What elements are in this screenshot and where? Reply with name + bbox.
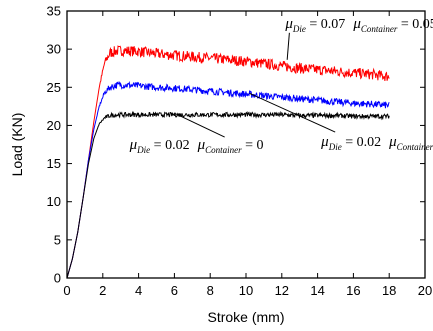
x-tick-label: 4 — [135, 283, 142, 298]
series-line-2 — [66, 80, 390, 279]
x-tick-label: 14 — [310, 283, 324, 298]
x-tick-label: 10 — [239, 283, 253, 298]
x-tick-label: 2 — [99, 283, 106, 298]
axis-layer: 0 2 4 6 8 10 12 14 16 18 20 0 5 10 15 20 25 30 35 — [47, 4, 433, 299]
y-tick-label: 25 — [47, 80, 61, 95]
x-axis-title: Stroke (mm) — [208, 309, 285, 325]
x-tick-label: 0 — [63, 283, 70, 298]
y-tick-label: 30 — [47, 42, 61, 57]
x-tick-label: 16 — [346, 283, 360, 298]
x-tick-label: 6 — [171, 283, 178, 298]
annotation-pointer — [249, 92, 336, 133]
series-layer — [66, 45, 390, 279]
y-tick-label: 35 — [47, 4, 61, 19]
series-line-3 — [66, 110, 390, 279]
y-tick-label: 10 — [47, 194, 61, 209]
y-tick-label: 0 — [54, 271, 61, 286]
annotation-text: μDie = 0.07 μContainer = 0.05 — [284, 16, 433, 34]
y-axis-title: Load (KN) — [9, 113, 25, 177]
annotation-pointer — [174, 112, 225, 138]
x-tick-label: 12 — [275, 283, 289, 298]
x-tick-label: 8 — [207, 283, 214, 298]
series-line-1 — [66, 45, 390, 279]
annotation-pointer — [286, 32, 290, 60]
x-tick-label: 20 — [418, 283, 432, 298]
annotation-3: μDie = 0.02 μContainer = 0 — [129, 112, 264, 155]
annotation-1: μDie = 0.07 μContainer = 0.05 — [284, 16, 433, 60]
y-tick-label: 20 — [47, 118, 61, 133]
y-tick-label: 5 — [54, 232, 61, 247]
y-tick-label: 15 — [47, 156, 61, 171]
annotation-layer: μDie = 0.07 μContainer = 0.05 μDie = 0.02 μ… — [129, 16, 433, 155]
x-tick-label: 18 — [382, 283, 396, 298]
annotation-text: μDie = 0.02 μContainer = 0 — [129, 137, 264, 155]
